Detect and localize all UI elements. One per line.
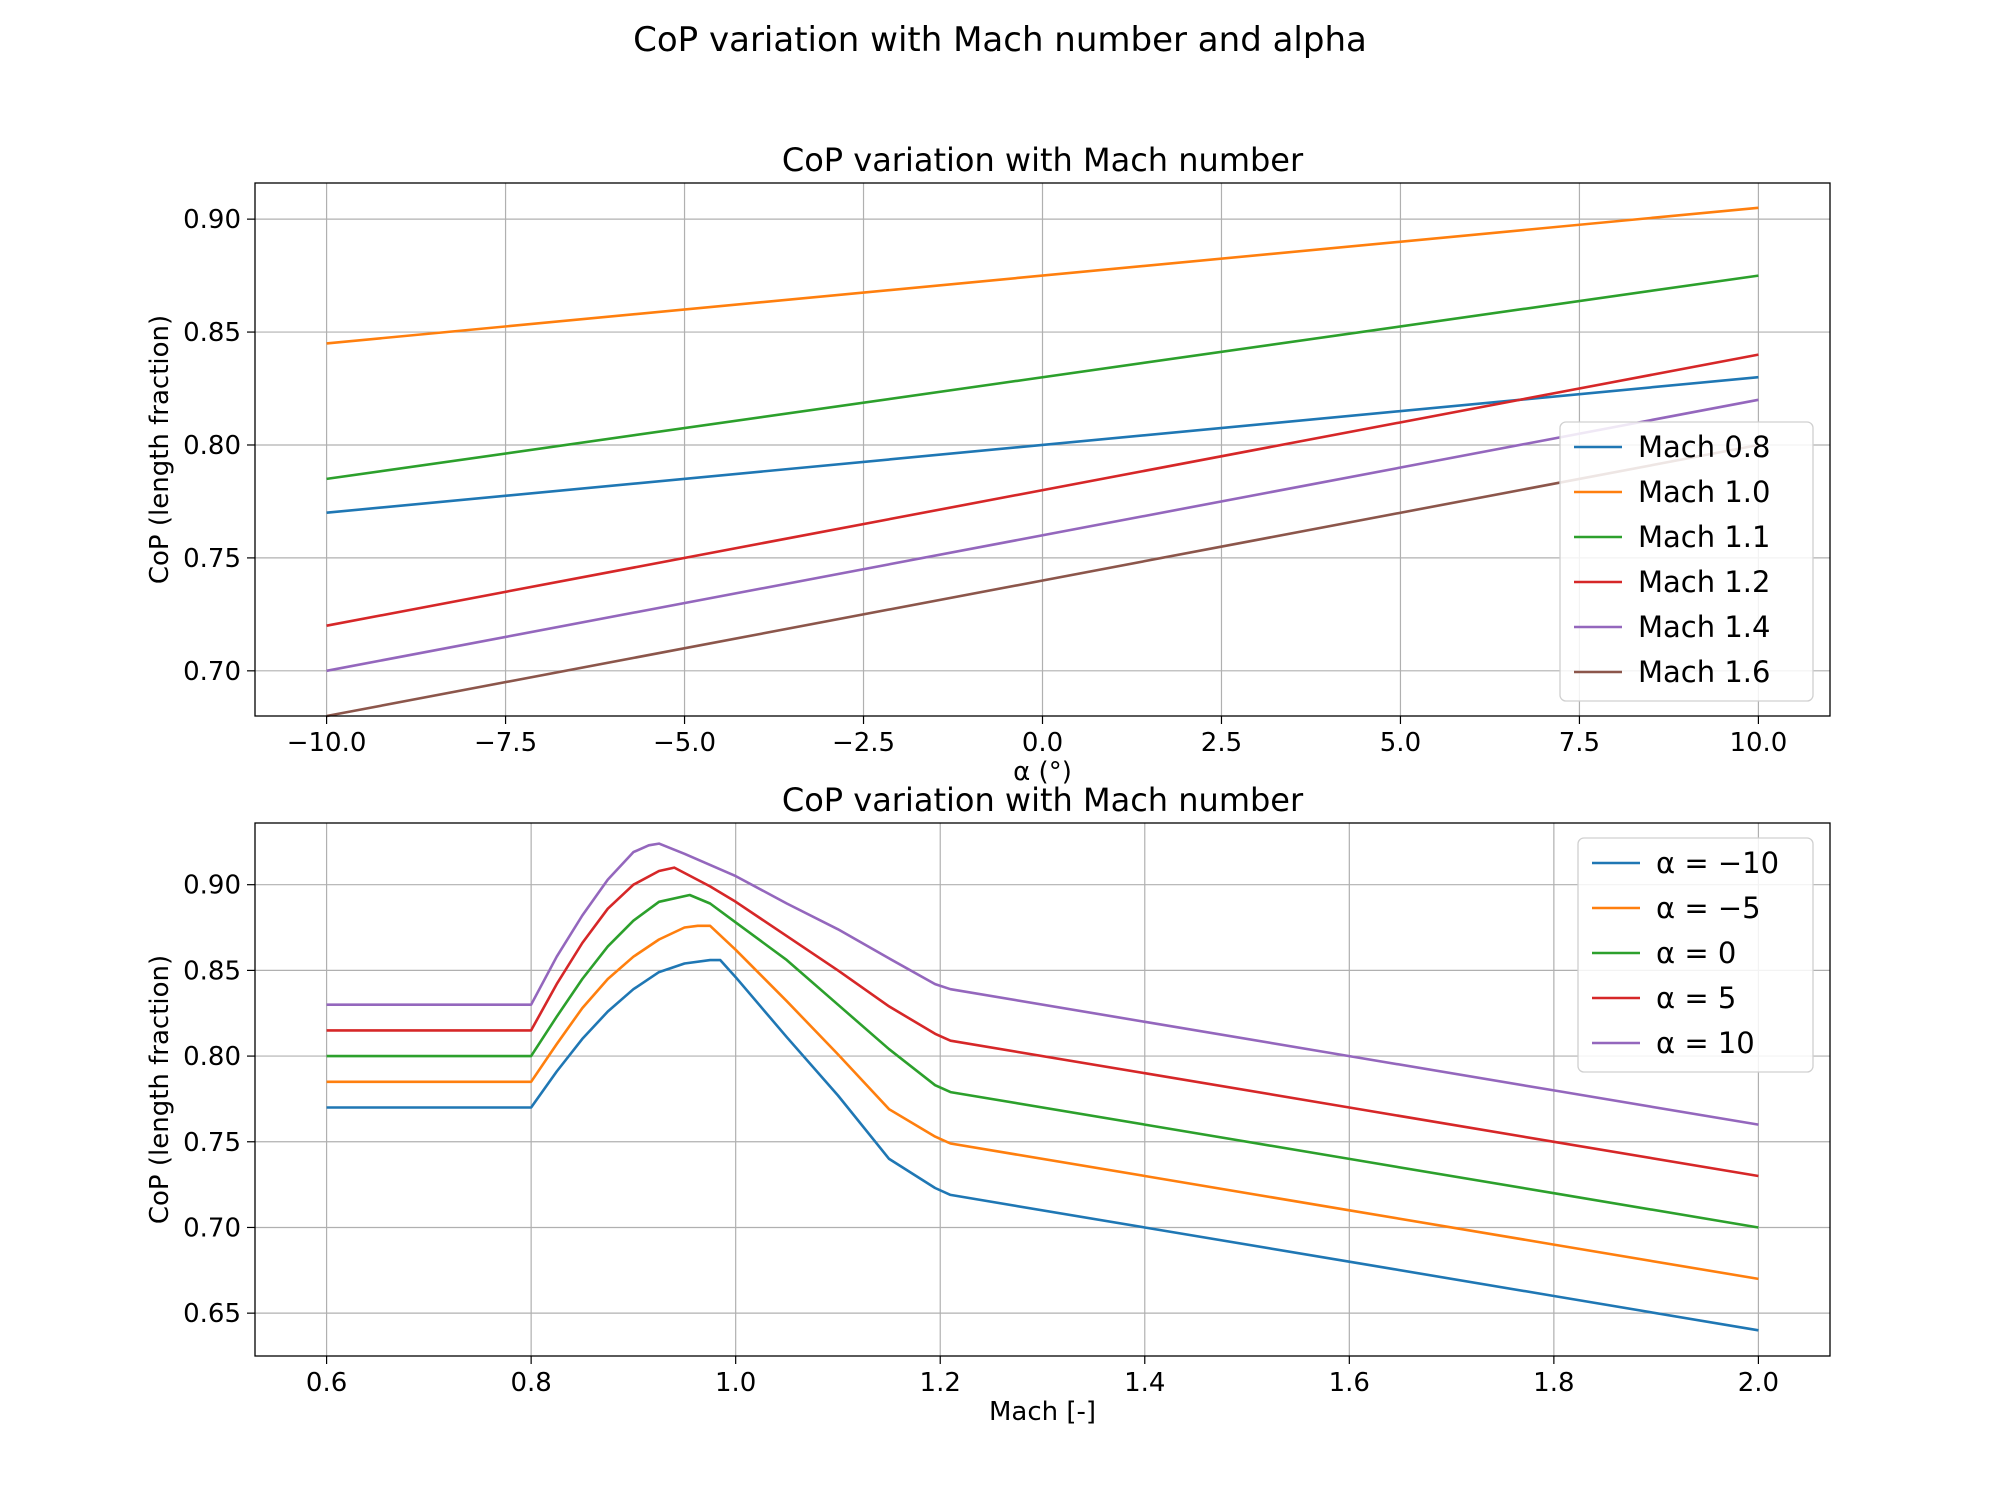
panel1-series-line-6 bbox=[326, 443, 1759, 718]
panel1-x-tick-label: −7.5 bbox=[474, 728, 537, 758]
panel2-x-tick-label: 1.2 bbox=[920, 1368, 961, 1398]
panel1-x-tick-label: −5.0 bbox=[653, 728, 716, 758]
panel2-y-tick-label: 0.70 bbox=[183, 1213, 241, 1243]
panel2-legend-label-1: α = −10 bbox=[1656, 846, 1779, 880]
panel1-y-axis-label: CoP (length fraction) bbox=[145, 315, 175, 584]
panel2-x-tick-label: 2.0 bbox=[1738, 1368, 1779, 1398]
panel1-series-line-5 bbox=[326, 398, 1759, 673]
panel2-series-line-5 bbox=[326, 842, 1759, 1126]
panel2-x-tick-label: 0.6 bbox=[306, 1368, 347, 1398]
panel1-legend-box bbox=[1559, 421, 1814, 702]
panel1-series-line-4 bbox=[326, 353, 1759, 627]
panel2-title: CoP variation with Mach number bbox=[782, 781, 1304, 819]
panel1-y-tick-label: 0.75 bbox=[183, 544, 241, 574]
panel1-y-tick-label: 0.70 bbox=[183, 657, 241, 687]
panel2-y-tick-label: 0.65 bbox=[183, 1299, 241, 1329]
panel1-legend-label-5: Mach 1.4 bbox=[1638, 610, 1770, 644]
panel2-series-line-4 bbox=[326, 866, 1759, 1178]
panel2-y-tick-label: 0.90 bbox=[183, 871, 241, 901]
panel2-series-line-2 bbox=[326, 924, 1759, 1281]
panel1-x-tick-label: 5.0 bbox=[1380, 728, 1421, 758]
panel1-series-line-2 bbox=[326, 206, 1759, 345]
panel1-x-tick-label: 7.5 bbox=[1559, 728, 1600, 758]
panel1-y-tick-label: 0.80 bbox=[183, 431, 241, 461]
panel2-y-tick-label: 0.85 bbox=[183, 956, 241, 986]
panel1-legend-label-3: Mach 1.1 bbox=[1638, 520, 1770, 554]
panel2-legend-label-5: α = 10 bbox=[1656, 1026, 1755, 1060]
panel2-x-tick-label: 1.0 bbox=[715, 1368, 756, 1398]
panel1-y-tick-label: 0.85 bbox=[183, 318, 241, 348]
panel1-x-tick-label: 0.0 bbox=[1022, 728, 1063, 758]
panel2-x-tick-label: 0.8 bbox=[510, 1368, 551, 1398]
panel2-y-tick-label: 0.80 bbox=[183, 1042, 241, 1072]
panel1-x-axis-label: α (°) bbox=[1013, 757, 1072, 787]
panel1-x-tick-label: 2.5 bbox=[1201, 728, 1242, 758]
panel1-x-tick-label: 10.0 bbox=[1729, 728, 1787, 758]
panel2-series-line-3 bbox=[326, 893, 1759, 1229]
panel2-y-tick-label: 0.75 bbox=[183, 1128, 241, 1158]
panel1-legend-label-6: Mach 1.6 bbox=[1638, 655, 1770, 689]
panel1-x-tick-label: −10.0 bbox=[287, 728, 367, 758]
figure-title: CoP variation with Mach number and alpha bbox=[633, 20, 1367, 60]
panel1-legend-label-1: Mach 0.8 bbox=[1638, 430, 1770, 464]
panel2-x-axis-label: Mach [-] bbox=[989, 1397, 1096, 1427]
panel2-legend-box bbox=[1577, 837, 1814, 1073]
panel2-axes-frame bbox=[254, 822, 1831, 1357]
panel1-y-tick-label: 0.90 bbox=[183, 205, 241, 235]
panel1-series-line-3 bbox=[326, 274, 1759, 481]
panel1-title: CoP variation with Mach number bbox=[782, 141, 1304, 179]
panel1-x-tick-label: −2.5 bbox=[832, 728, 895, 758]
panel2-legend-label-3: α = 0 bbox=[1656, 936, 1736, 970]
panel2-x-tick-label: 1.8 bbox=[1533, 1368, 1574, 1398]
panel1-legend-label-2: Mach 1.0 bbox=[1638, 475, 1770, 509]
panel2-x-tick-label: 1.6 bbox=[1329, 1368, 1370, 1398]
panel2-legend-label-4: α = 5 bbox=[1656, 981, 1736, 1015]
panel2-x-tick-label: 1.4 bbox=[1124, 1368, 1165, 1398]
panel2-y-axis-label: CoP (length fraction) bbox=[145, 955, 175, 1224]
panel2-legend-label-2: α = −5 bbox=[1656, 891, 1761, 925]
panel2-series-line-1 bbox=[326, 958, 1759, 1332]
panel1-legend-label-4: Mach 1.2 bbox=[1638, 565, 1770, 599]
